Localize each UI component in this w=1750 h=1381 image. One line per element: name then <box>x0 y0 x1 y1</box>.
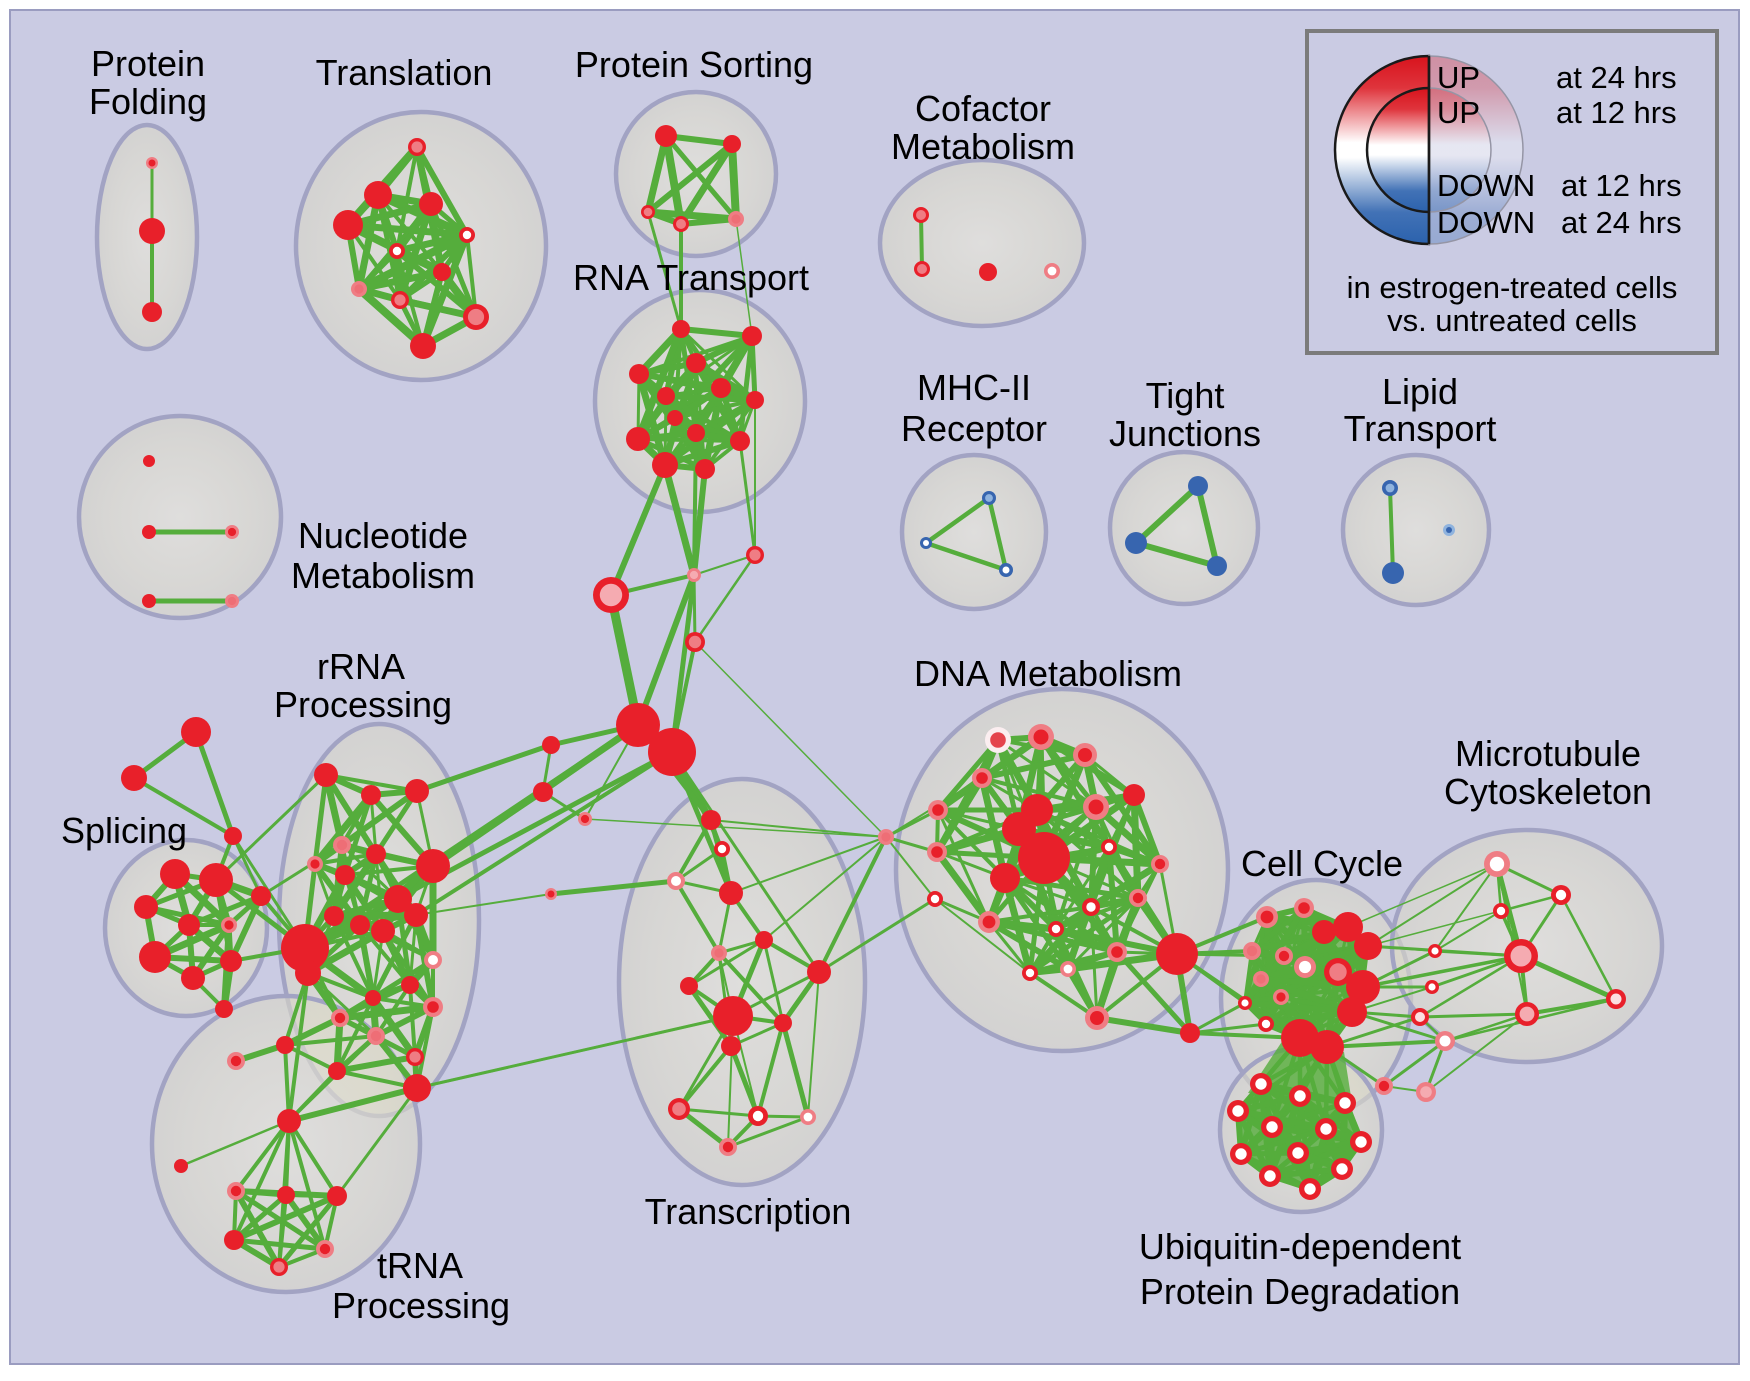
svg-text:Junctions: Junctions <box>1109 413 1261 454</box>
svg-text:RNA Transport: RNA Transport <box>573 257 809 298</box>
svg-text:Nucleotide: Nucleotide <box>298 515 468 556</box>
svg-text:Transcription: Transcription <box>645 1191 852 1232</box>
svg-text:vs. untreated cells: vs. untreated cells <box>1387 303 1637 338</box>
svg-text:Receptor: Receptor <box>901 408 1047 449</box>
svg-text:Folding: Folding <box>89 81 207 122</box>
svg-text:Cytoskeleton: Cytoskeleton <box>1444 771 1652 812</box>
svg-text:Metabolism: Metabolism <box>291 555 475 596</box>
svg-text:Tight: Tight <box>1146 375 1225 416</box>
svg-text:at 12 hrs: at 12 hrs <box>1556 95 1677 130</box>
svg-text:UP: UP <box>1437 95 1480 130</box>
svg-text:MHC-II: MHC-II <box>917 367 1031 408</box>
svg-text:Lipid: Lipid <box>1382 371 1458 412</box>
svg-text:Metabolism: Metabolism <box>891 126 1075 167</box>
svg-text:at 24 hrs: at 24 hrs <box>1561 205 1682 240</box>
svg-text:Transport: Transport <box>1344 408 1497 449</box>
svg-text:Splicing: Splicing <box>61 810 187 851</box>
svg-text:DOWN: DOWN <box>1437 205 1535 240</box>
svg-text:Ubiquitin-dependent: Ubiquitin-dependent <box>1139 1226 1461 1267</box>
svg-text:Translation: Translation <box>316 52 493 93</box>
svg-text:Protein Degradation: Protein Degradation <box>1140 1271 1460 1312</box>
svg-text:at 24 hrs: at 24 hrs <box>1556 60 1677 95</box>
svg-text:Cell Cycle: Cell Cycle <box>1241 843 1403 884</box>
svg-text:at 12 hrs: at 12 hrs <box>1561 168 1682 203</box>
svg-text:DNA Metabolism: DNA Metabolism <box>914 653 1182 694</box>
svg-text:tRNA: tRNA <box>377 1245 463 1286</box>
svg-text:Processing: Processing <box>274 684 452 725</box>
svg-text:in estrogen-treated cells: in estrogen-treated cells <box>1347 270 1678 305</box>
svg-text:UP: UP <box>1437 60 1480 95</box>
svg-text:Microtubule: Microtubule <box>1455 733 1641 774</box>
svg-text:Processing: Processing <box>332 1285 510 1326</box>
svg-text:Protein: Protein <box>91 43 205 84</box>
svg-text:Cofactor: Cofactor <box>915 88 1051 129</box>
svg-text:Protein Sorting: Protein Sorting <box>575 44 813 85</box>
svg-text:rRNA: rRNA <box>317 646 405 687</box>
svg-text:DOWN: DOWN <box>1437 168 1535 203</box>
